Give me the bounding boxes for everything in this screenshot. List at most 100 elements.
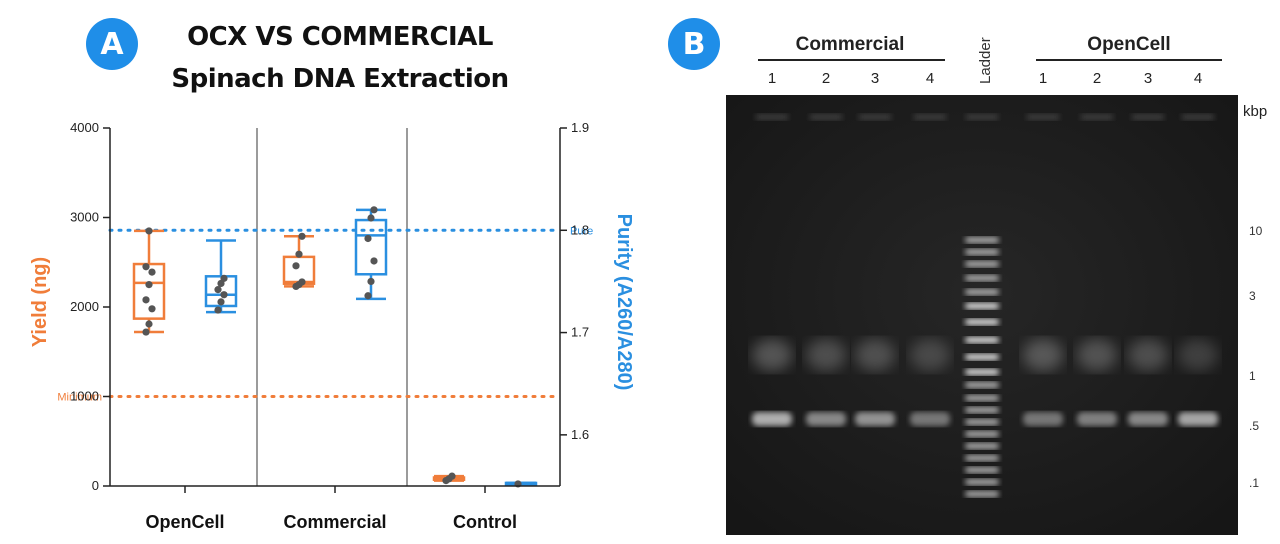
data-point [367, 277, 375, 286]
y-tick-label-left: 1000 [70, 389, 99, 404]
gel-well [1081, 114, 1113, 120]
ladder-band [965, 319, 999, 325]
dna-band [1128, 412, 1168, 426]
ladder-band [965, 354, 999, 360]
y-axis-left-label: Yield (ng) [29, 257, 51, 347]
dna-band [1077, 412, 1117, 426]
y-tick-label-left: 0 [92, 478, 99, 493]
dna-smear [1077, 339, 1117, 371]
data-point [364, 292, 372, 300]
group-label-commercial: Commercial [796, 34, 905, 55]
unit-label-kbp: kbp [1243, 103, 1267, 120]
reference-label-pure: Pure [570, 225, 593, 237]
dna-smear [1128, 339, 1168, 371]
x-tick-label: Control [453, 512, 517, 532]
data-point [142, 263, 150, 271]
y-tick-label-left: 3000 [70, 210, 99, 225]
kbp-marker-label: 10 [1249, 224, 1263, 238]
box-plot-chart: Minimum Pure 0 1000 2000 3000 4000 1.6 1.7 1.8 1.… [29, 120, 635, 532]
ladder-band [965, 303, 999, 309]
dna-smear [752, 339, 792, 371]
ladder-band [965, 491, 999, 497]
y-tick-label-right: 1.9 [571, 120, 589, 135]
box-purity-commercial [354, 206, 388, 301]
y-tick-label-right: 1.6 [571, 427, 589, 442]
data-point [145, 227, 153, 235]
box-iqr [354, 218, 388, 276]
ladder-band [965, 289, 999, 295]
dna-band [855, 412, 895, 426]
gel-background [726, 95, 1238, 535]
ladder-band [965, 249, 999, 255]
chart-title-line1: OCX VS COMMERCIAL [187, 22, 493, 52]
ladder-band [965, 261, 999, 267]
y-tick-label-left: 4000 [70, 120, 99, 135]
x-tick-label: OpenCell [145, 512, 224, 532]
dna-band [806, 412, 846, 426]
lane-number-commercial: 4 [926, 70, 934, 87]
box-iqr [204, 275, 238, 308]
data-point [214, 306, 222, 314]
box-purity-opencell [204, 239, 238, 314]
data-point [298, 232, 306, 240]
data-point [142, 296, 150, 304]
box-iqr [282, 255, 316, 285]
ladder-band [965, 407, 999, 413]
panel-b-badge: B [668, 18, 720, 70]
lane-number-commercial: 2 [822, 70, 830, 87]
y-axis-right-label: Purity (A260/A280) [613, 214, 635, 391]
ladder-band [965, 237, 999, 243]
gel-well [859, 114, 891, 120]
box-iqr [132, 262, 166, 320]
data-point [370, 206, 378, 214]
chart-title-line2: Spinach DNA Extraction [171, 64, 509, 94]
dna-smear [806, 339, 846, 371]
panel-a-badge: A [86, 18, 138, 70]
ladder-band [965, 431, 999, 437]
data-point [295, 250, 303, 258]
box-yield-control [432, 472, 466, 485]
reference-label-minimum: Minimum [57, 392, 102, 404]
y-tick-label-right: 1.7 [571, 325, 589, 340]
data-point [292, 262, 300, 270]
kbp-marker-label: .1 [1249, 476, 1259, 490]
data-point [148, 268, 156, 276]
box-yield-commercial [282, 232, 316, 291]
dna-smear [1178, 339, 1218, 371]
box-yield-opencell [132, 227, 166, 336]
kbp-marker-label: 1 [1249, 369, 1256, 383]
kbp-marker-label: 3 [1249, 289, 1256, 303]
data-point [142, 328, 150, 336]
ladder-band [965, 467, 999, 473]
data-point [367, 214, 375, 222]
gel-well [810, 114, 842, 120]
dna-band [1178, 412, 1218, 426]
ladder-band [965, 337, 999, 343]
gel-electrophoresis-image: Commercial OpenCell Ladder kbp 1 2 3 4 1 2 3 4 1… [726, 34, 1267, 535]
data-point [298, 278, 306, 286]
x-tick-label: Commercial [283, 512, 386, 532]
group-label-opencell: OpenCell [1087, 34, 1170, 55]
lane-number-commercial: 3 [871, 70, 879, 87]
data-point [364, 234, 372, 243]
gel-well [756, 114, 788, 120]
data-point [217, 298, 225, 306]
ladder-band [965, 443, 999, 449]
data-point [145, 281, 153, 289]
ladder-band [965, 455, 999, 461]
dna-smear [855, 339, 895, 371]
dna-band [910, 412, 950, 426]
data-point [220, 291, 228, 299]
data-point [220, 274, 228, 282]
ladder-band [965, 275, 999, 281]
data-point [148, 305, 156, 313]
y-tick-label-left: 2000 [70, 299, 99, 314]
gel-well [1182, 114, 1214, 120]
ladder-band [965, 382, 999, 388]
lane-number-opencell: 1 [1039, 70, 1047, 87]
lane-number-opencell: 2 [1093, 70, 1101, 87]
data-point [370, 257, 378, 265]
data-point [448, 472, 456, 480]
data-point [214, 286, 222, 294]
dna-smear [910, 339, 950, 371]
